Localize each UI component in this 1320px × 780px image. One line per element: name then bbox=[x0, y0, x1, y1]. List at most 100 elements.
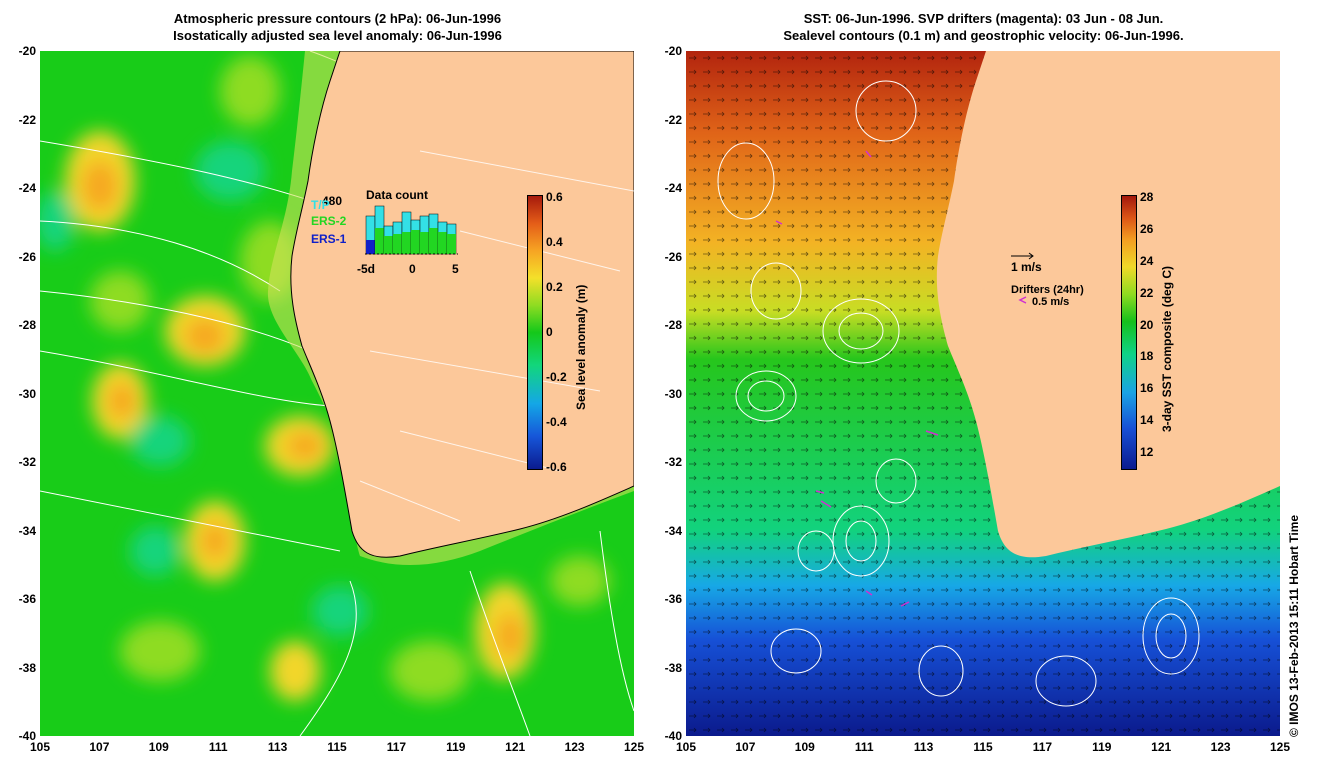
longitude-tick-label: 121 bbox=[1151, 740, 1172, 754]
sea-level-colorbar-tick: 0.4 bbox=[546, 235, 563, 249]
latitude-tick-label: -32 bbox=[18, 455, 36, 469]
pressure-contour bbox=[469, 570, 531, 736]
longitude-tick-label: 113 bbox=[913, 740, 934, 754]
latitude-tick-label: -30 bbox=[18, 386, 36, 401]
latitude-tick-label: -36 bbox=[18, 592, 36, 606]
sst-colorbar-tick: 24 bbox=[1140, 253, 1154, 268]
sst-map: 1 m/s Drifters (24hr) 0.5 m/s bbox=[686, 51, 1280, 736]
sea-level-colorbar-tick: 0.6 bbox=[546, 190, 563, 204]
latitude-tick-label: -22 bbox=[18, 112, 36, 127]
latitude-tick-label: -24 bbox=[664, 181, 682, 195]
left-map-title: Atmospheric pressure contours (2 hPa): 0… bbox=[40, 10, 635, 44]
pressure-contour bbox=[299, 580, 357, 736]
sea-level-colorbar-tick: -0.6 bbox=[546, 460, 567, 474]
latitude-tick-label: -28 bbox=[664, 318, 682, 332]
latitude-tick-label: -20 bbox=[18, 44, 36, 58]
satellite-tp-label: T/P bbox=[311, 198, 330, 212]
australia-landmass bbox=[290, 51, 634, 558]
longitude-tick-label: 117 bbox=[1032, 740, 1053, 754]
latitude-tick-label: -36 bbox=[664, 592, 682, 606]
histogram-tick-5: 5 bbox=[452, 262, 459, 276]
right-map-title: SST: 06-Jun-1996. SVP drifters (magenta)… bbox=[686, 10, 1281, 44]
latitude-tick-label: -34 bbox=[18, 523, 36, 538]
sea-level-colorbar-tick: -0.2 bbox=[546, 370, 567, 384]
sst-colorbar-tick: 12 bbox=[1140, 445, 1154, 459]
velocity-scale-arrow bbox=[1011, 252, 1034, 260]
latitude-tick-label: -26 bbox=[18, 249, 36, 264]
longitude-tick-label: 115 bbox=[973, 740, 993, 754]
longitude-tick-label: 119 bbox=[1092, 740, 1112, 754]
data-count-histogram bbox=[365, 205, 458, 255]
land-pressure-contours bbox=[359, 150, 634, 522]
longitude-tick-label: 125 bbox=[623, 740, 645, 754]
longitude-tick-label: 123 bbox=[1210, 740, 1231, 754]
sst-colorbar-tick: 26 bbox=[1140, 221, 1154, 236]
histogram-tick-minus5: -5d bbox=[357, 262, 375, 276]
sst-colorbar bbox=[1121, 195, 1137, 470]
pressure-contour bbox=[40, 220, 281, 292]
drifter-scale-arrow bbox=[1018, 296, 1027, 304]
anomaly-blobs bbox=[40, 56, 610, 701]
longitude-tick-label: 113 bbox=[267, 740, 288, 754]
satellite-ers1-label: ERS-1 bbox=[311, 232, 347, 246]
sea-level-anomaly-map bbox=[40, 51, 634, 736]
pressure-contour bbox=[40, 350, 331, 407]
left-title-line1: Atmospheric pressure contours (2 hPa): 0… bbox=[173, 11, 502, 26]
latitude-tick-label: -34 bbox=[664, 523, 682, 538]
sst-colorbar-tick: 22 bbox=[1140, 285, 1154, 300]
longitude-tick-label: 107 bbox=[735, 740, 756, 754]
longitude-tick-label: 111 bbox=[854, 740, 874, 754]
longitude-tick-label: 111 bbox=[208, 740, 228, 754]
latitude-tick-label: -40 bbox=[18, 729, 36, 743]
sst-colorbar-tick: 20 bbox=[1140, 317, 1154, 332]
latitude-tick-label: -22 bbox=[664, 112, 682, 127]
histogram-tick-0: 0 bbox=[409, 262, 416, 276]
longitude-tick-label: 117 bbox=[386, 740, 407, 754]
sst-svg bbox=[686, 51, 1280, 736]
velocity-scale-label: 1 m/s bbox=[1011, 260, 1042, 274]
latitude-tick-label: -38 bbox=[664, 660, 682, 675]
longitude-tick-label: 105 bbox=[29, 740, 51, 754]
sea-level-colorbar bbox=[527, 195, 543, 470]
latitude-tick-label: -28 bbox=[18, 318, 36, 332]
sea-level-anomaly-svg bbox=[40, 51, 634, 736]
longitude-tick-label: 121 bbox=[505, 740, 526, 754]
latitude-tick-label: -30 bbox=[664, 386, 682, 401]
imos-credit: © IMOS 13-Feb-2013 15:11 Hobart Time bbox=[1287, 514, 1301, 737]
sst-colorbar-tick: 14 bbox=[1140, 413, 1154, 428]
longitude-tick-label: 105 bbox=[675, 740, 697, 754]
sst-colorbar-label: 3-day SST composite (deg C) bbox=[1160, 265, 1174, 432]
sea-level-colorbar-label: Sea level anomaly (m) bbox=[574, 284, 588, 410]
right-title-line1: SST: 06-Jun-1996. SVP drifters (magenta)… bbox=[803, 11, 1164, 26]
satellite-ers2-label: ERS-2 bbox=[311, 214, 347, 228]
pressure-contour bbox=[40, 290, 311, 352]
sst-colorbar-tick: 28 bbox=[1140, 190, 1154, 204]
sst-colorbar-tick: 16 bbox=[1140, 381, 1154, 396]
sea-level-colorbar-tick: 0.2 bbox=[546, 280, 563, 294]
longitude-tick-label: 107 bbox=[89, 740, 110, 754]
longitude-tick-label: 109 bbox=[148, 740, 169, 754]
longitude-tick-label: 109 bbox=[794, 740, 815, 754]
sst-colorbar-tick: 18 bbox=[1140, 349, 1154, 364]
left-title-line2: Isostatically adjusted sea level anomaly… bbox=[173, 28, 502, 43]
data-count-max: 480 bbox=[322, 194, 343, 208]
svp-drifter-tracks bbox=[775, 150, 939, 607]
data-count-title: Data count bbox=[366, 188, 429, 202]
pressure-contour bbox=[40, 490, 341, 552]
australia-landmass bbox=[936, 51, 1280, 558]
sealevel-contours bbox=[717, 80, 1200, 707]
latitude-tick-label: -24 bbox=[18, 181, 36, 195]
drifter-scale-label: 0.5 m/s bbox=[1032, 296, 1070, 308]
longitude-tick-label: 115 bbox=[327, 740, 347, 754]
pressure-contour bbox=[599, 530, 634, 712]
latitude-tick-label: -40 bbox=[664, 729, 682, 743]
right-title-line2: Sealevel contours (0.1 m) and geostrophi… bbox=[783, 28, 1184, 43]
latitude-tick-label: -32 bbox=[664, 455, 682, 469]
longitude-tick-label: 125 bbox=[1269, 740, 1291, 754]
sea-level-colorbar-tick: 0 bbox=[546, 325, 553, 339]
longitude-tick-label: 123 bbox=[564, 740, 585, 754]
latitude-tick-label: -38 bbox=[18, 660, 36, 675]
sea-level-colorbar-tick: -0.4 bbox=[546, 415, 567, 429]
drifters-label: Drifters (24hr) bbox=[1011, 284, 1084, 296]
latitude-tick-label: -26 bbox=[664, 249, 682, 264]
